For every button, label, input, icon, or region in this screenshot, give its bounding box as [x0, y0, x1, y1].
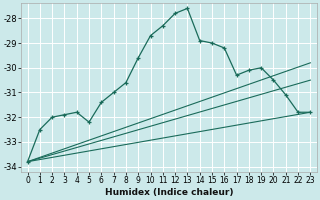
- X-axis label: Humidex (Indice chaleur): Humidex (Indice chaleur): [105, 188, 233, 197]
